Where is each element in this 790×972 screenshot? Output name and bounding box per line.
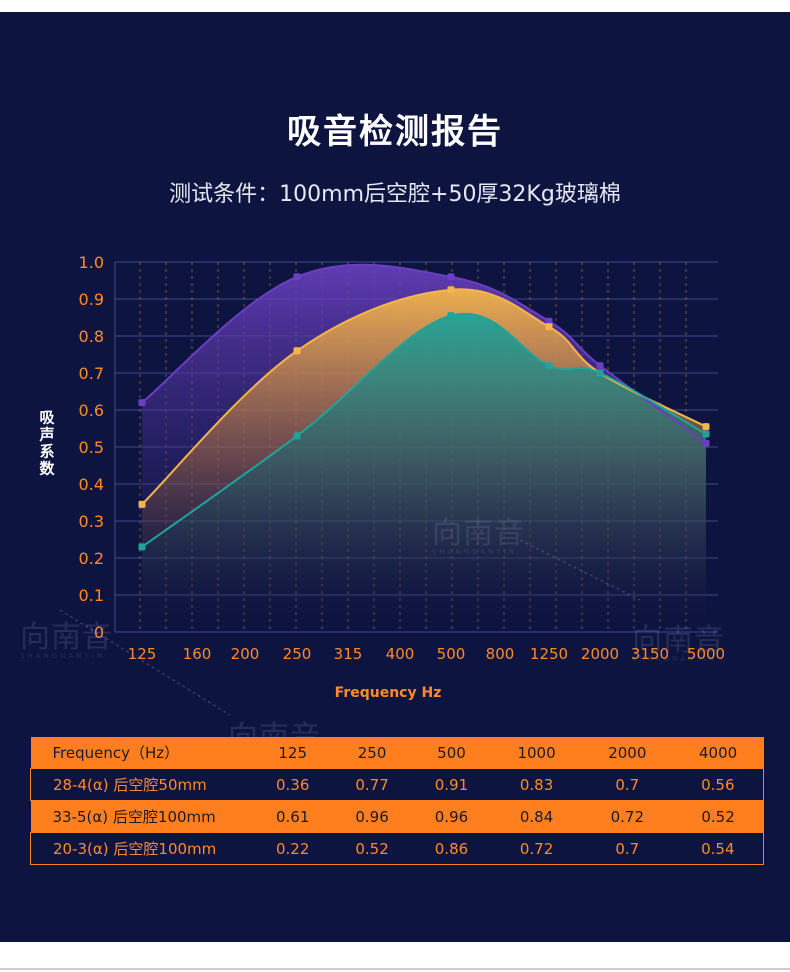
y-axis-label: 吸声系数: [38, 409, 55, 478]
x-tick-label: 1250: [530, 645, 568, 663]
table-cell: 33-5(α) 后空腔100mm: [52, 808, 216, 826]
series-orange-point: [545, 323, 553, 331]
series-purple-point: [545, 317, 553, 325]
series-points: [138, 273, 710, 551]
y-tick-label: 0.4: [79, 475, 104, 494]
y-tick-label: 0.6: [79, 401, 104, 420]
table-cell: 0.77: [332, 768, 412, 801]
table-header-cell: 1000: [517, 743, 556, 762]
x-tick-label: 125: [128, 645, 157, 663]
watermark: 向南音 SHANGNANYIN: [432, 516, 525, 556]
series-teal-point: [293, 432, 301, 440]
x-tick-label: 500: [437, 645, 466, 663]
table-row: 28-4(α) 后空腔50mm 0.36 0.77 0.91 0.83 0.7 …: [30, 768, 764, 801]
x-tick-label: 400: [386, 645, 415, 663]
x-tick-label: 5000: [687, 645, 725, 663]
series-teal-line: [141, 312, 707, 548]
series-areas: [142, 264, 706, 632]
x-tick-label: 250: [283, 645, 312, 663]
series-teal-point: [447, 312, 455, 320]
watermark: 向南音 SHANGNANYIN: [228, 720, 321, 760]
series-orange-point: [447, 286, 455, 294]
table-cell: 0.7: [581, 832, 673, 865]
table-cell: 0.84: [519, 807, 554, 826]
table-cell: 0.22: [253, 832, 333, 865]
table-header-cell: Frequency（Hz）: [52, 744, 180, 762]
page-title: 吸音检测报告: [287, 112, 503, 152]
table-cell: 0.72: [491, 832, 582, 865]
table-header-row: Frequency（Hz） 125 250 500 1000 2000 4000: [30, 737, 764, 769]
page-subtitle: 测试条件：100mm后空腔+50厚32Kg玻璃棉: [169, 182, 621, 207]
table-cell: 0.54: [672, 832, 764, 865]
series-orange-point: [702, 423, 710, 431]
table-header-cell: 4000: [698, 743, 738, 762]
x-tick-label: 3150: [631, 645, 669, 663]
table-cell: 0.86: [411, 832, 492, 865]
bottom-divider: [0, 968, 790, 970]
y-tick-label: 0.2: [79, 549, 104, 568]
series-purple-point: [138, 399, 146, 407]
table-cell: 0.83: [491, 768, 582, 801]
series-orange-point: [293, 347, 301, 355]
series-teal-point: [596, 369, 604, 377]
y-tick-label: 0.3: [79, 512, 104, 531]
table-row: 20-3(α) 后空腔100mm 0.22 0.52 0.86 0.72 0.7…: [30, 832, 764, 865]
y-tick-label: 0.8: [79, 327, 104, 346]
series-teal-point: [138, 543, 146, 551]
table-cell: 0.96: [355, 807, 389, 826]
table-cell: 0.91: [411, 768, 492, 801]
x-tick-labels: 125 160 200 250 315 400 500 800 1250 2000 3150 5000: [128, 645, 725, 663]
y-tick-label: 0.7: [79, 364, 104, 383]
table-cell: 0.61: [275, 807, 310, 826]
y-tick-label: 0.5: [79, 438, 104, 457]
table-row: 33-5(α) 后空腔100mm 0.61 0.96 0.96 0.84 0.7…: [30, 800, 764, 833]
series-teal-point: [702, 430, 710, 438]
decor-connector: [59, 539, 641, 716]
results-table: Frequency（Hz） 125 250 500 1000 2000 4000…: [30, 737, 764, 865]
x-axis-label: Frequency Hz: [335, 685, 442, 701]
series-orange-point: [138, 500, 146, 508]
x-tick-label: 315: [334, 645, 363, 663]
table-cell: 0.56: [672, 768, 764, 801]
series-purple-line: [141, 263, 707, 445]
table-cell: 0.72: [610, 807, 644, 826]
watermark: 向南音 SHANGNANYIN: [632, 623, 725, 663]
watermark: 向南音 SHANGNANYIN: [20, 620, 113, 660]
series-purple-point: [447, 273, 455, 281]
x-tick-label: 160: [183, 645, 212, 663]
y-tick-label: 0: [94, 623, 104, 642]
y-tick-label: 0.9: [79, 290, 104, 309]
x-tick-label: 200: [231, 645, 260, 663]
y-tick-labels: 0 0.1 0.2 0.3 0.4 0.5 0.6 0.7 0.8 0.9 1.0: [79, 253, 104, 642]
table-cell: 0.52: [701, 807, 735, 826]
table-cell: 20-3(α) 后空腔100mm: [30, 832, 253, 865]
x-tick-label: 2000: [581, 645, 619, 663]
series-teal-area: [142, 313, 706, 632]
x-tick-label: 800: [486, 645, 515, 663]
table-cell: 0.7: [581, 768, 673, 801]
table-header-cell: 125: [278, 743, 308, 762]
y-tick-label: 0.1: [79, 586, 104, 605]
table-header-cell: 2000: [608, 743, 647, 762]
series-purple-point: [596, 362, 604, 370]
series-purple-point: [293, 273, 301, 281]
table-cell: 0.36: [253, 768, 333, 801]
series-teal-point: [545, 362, 553, 370]
table-header-cell: 250: [357, 743, 387, 762]
table-cell: 28-4(α) 后空腔50mm: [30, 768, 253, 801]
table-cell: 0.52: [332, 832, 412, 865]
table-header-cell: 500: [437, 743, 466, 762]
series-purple-point: [702, 439, 710, 447]
y-tick-label: 1.0: [79, 253, 104, 272]
table-cell: 0.96: [434, 807, 469, 826]
